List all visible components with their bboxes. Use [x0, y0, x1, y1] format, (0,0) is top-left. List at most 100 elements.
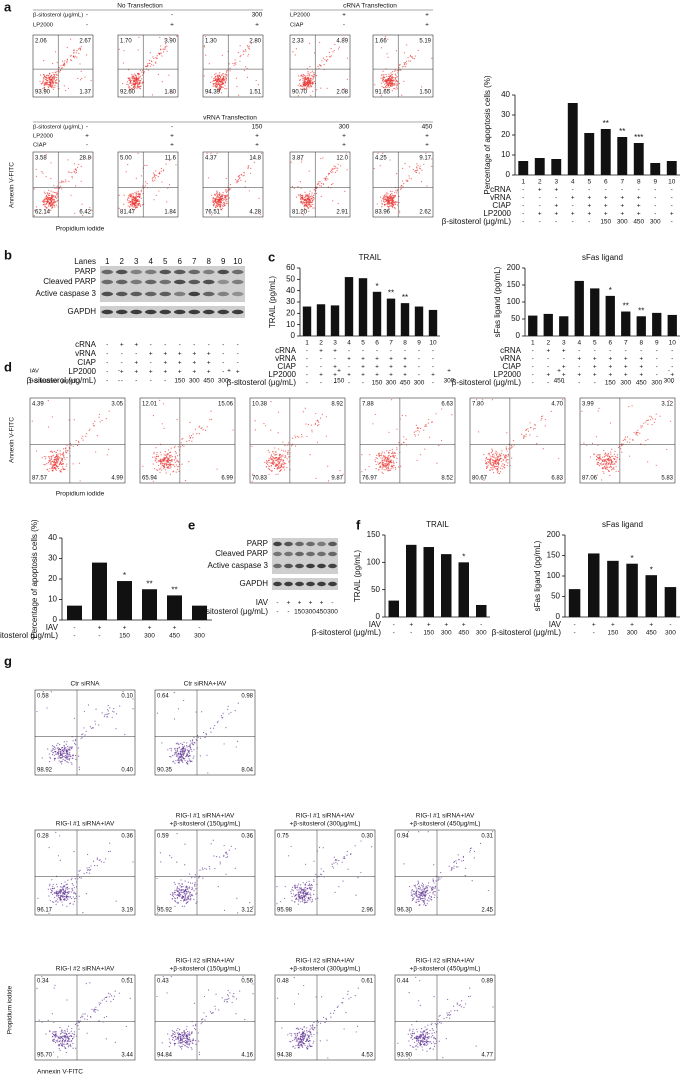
event-dot	[396, 189, 398, 191]
event-dot	[301, 75, 303, 77]
event-dot	[224, 202, 226, 204]
event-dot	[138, 195, 140, 197]
event-dot	[62, 895, 64, 898]
event-dot	[643, 422, 645, 424]
event-dot	[381, 451, 383, 453]
event-dot	[310, 75, 312, 77]
event-dot	[304, 83, 306, 85]
event-dot	[600, 464, 602, 466]
event-dot	[286, 466, 288, 469]
event-dot	[312, 78, 314, 80]
event-dot	[78, 766, 80, 768]
event-dot	[421, 893, 423, 895]
event-dot	[70, 748, 72, 750]
event-dot	[299, 194, 302, 196]
event-dot	[607, 468, 609, 470]
event-dot	[88, 869, 91, 871]
event-dot	[43, 75, 46, 78]
event-dot	[137, 152, 139, 154]
condition-value: +	[342, 133, 346, 140]
event-dot	[169, 465, 171, 467]
quadrant-percent: 62.14	[35, 210, 51, 216]
event-dot	[311, 884, 313, 886]
event-dot	[69, 903, 71, 905]
event-dot	[238, 177, 241, 179]
event-dot	[46, 196, 48, 198]
event-dot	[140, 175, 142, 177]
event-dot	[68, 746, 70, 748]
event-dot	[175, 743, 177, 745]
event-dot	[129, 80, 132, 82]
event-dot	[329, 170, 331, 172]
event-dot	[388, 82, 391, 85]
event-dot	[311, 898, 313, 900]
event-dot	[311, 196, 313, 198]
event-dot	[417, 429, 419, 431]
event-dot	[66, 757, 68, 759]
event-dot	[310, 95, 312, 97]
event-dot	[415, 895, 418, 897]
event-dot	[157, 905, 159, 907]
event-dot	[149, 65, 152, 67]
event-dot	[75, 52, 78, 54]
event-dot	[333, 168, 336, 170]
event-dot	[425, 890, 427, 892]
event-dot	[51, 745, 54, 747]
event-dot	[175, 755, 177, 757]
event-dot	[224, 852, 227, 854]
event-dot	[613, 468, 615, 470]
condition-value: +	[342, 12, 346, 19]
event-dot	[507, 455, 509, 457]
event-dot	[341, 861, 343, 863]
event-dot	[384, 198, 386, 200]
event-dot	[156, 712, 159, 714]
event-dot	[311, 70, 314, 72]
event-dot	[405, 60, 408, 62]
event-dot	[62, 755, 64, 758]
event-dot	[69, 171, 71, 173]
event-dot	[306, 78, 308, 81]
event-dot	[48, 199, 50, 201]
event-dot	[71, 763, 73, 765]
event-dot	[53, 466, 55, 469]
event-dot	[303, 888, 305, 890]
event-dot	[218, 203, 220, 206]
event-dot	[155, 447, 157, 449]
event-dot	[75, 897, 77, 899]
event-dot	[141, 78, 143, 80]
event-dot	[420, 889, 422, 891]
event-dot	[141, 185, 144, 187]
event-dot	[126, 83, 128, 85]
event-dot	[132, 198, 134, 200]
event-dot	[191, 440, 193, 442]
event-dot	[159, 451, 162, 453]
event-dot	[403, 183, 405, 185]
event-dot	[66, 751, 68, 753]
event-dot	[268, 451, 270, 453]
event-dot	[49, 451, 51, 453]
event-dot	[168, 455, 171, 457]
event-dot	[165, 472, 167, 474]
event-dot	[388, 464, 391, 466]
event-dot	[234, 179, 237, 181]
event-dot	[308, 200, 310, 202]
event-dot	[373, 167, 375, 170]
event-dot	[311, 192, 313, 194]
event-dot	[181, 444, 184, 447]
event-dot	[386, 53, 388, 55]
event-dot	[335, 858, 337, 861]
event-dot	[165, 455, 168, 457]
event-dot	[53, 194, 55, 197]
event-dot	[66, 891, 68, 894]
event-dot	[430, 895, 432, 898]
event-dot	[159, 471, 161, 473]
event-dot	[276, 468, 278, 470]
event-dot	[536, 435, 538, 437]
event-dot	[40, 83, 43, 85]
event-dot	[72, 55, 75, 57]
event-dot	[44, 199, 46, 201]
event-dot	[46, 74, 49, 76]
event-dot	[86, 872, 88, 874]
event-dot	[179, 759, 181, 761]
event-dot	[174, 445, 176, 447]
